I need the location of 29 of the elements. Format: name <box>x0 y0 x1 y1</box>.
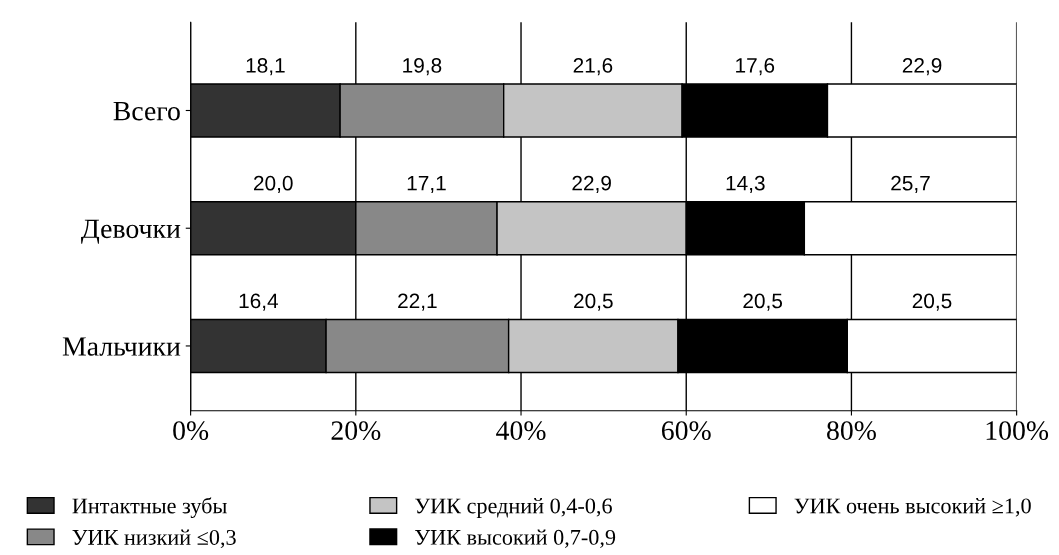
data-label: 22,9 <box>902 58 942 76</box>
data-label: 14,3 <box>726 175 765 194</box>
data-label: 21,6 <box>573 58 613 76</box>
data-label: 17,1 <box>407 176 446 194</box>
data-label: 22,1 <box>398 293 437 311</box>
legend-label: УИК очень высокий ≥1,0 <box>794 497 1031 517</box>
y-tick-label: Мальчики <box>62 337 181 356</box>
data-label: 22,9 <box>572 175 611 194</box>
y-tick-label: Девочки <box>81 219 181 244</box>
legend-label: УИК высокий 0,7-0,9 <box>415 529 616 549</box>
data-label: 20,5 <box>574 293 613 311</box>
data-label: 20,5 <box>743 293 783 311</box>
data-label: 20,0 <box>254 175 293 194</box>
x-tick-label: 20% <box>331 421 381 441</box>
data-label: 18,1 <box>246 58 285 76</box>
data-label: 25,7 <box>891 175 930 194</box>
x-tick-label: 60% <box>661 421 711 441</box>
data-label: 19,8 <box>403 58 442 76</box>
legend-label: УИК средний 0,4-0,6 <box>415 497 612 518</box>
legend-label: УИК низкий ≤0,3 <box>72 529 236 549</box>
data-label: 17,6 <box>736 58 775 76</box>
x-tick-label: 80% <box>827 421 876 441</box>
data-label: 20,5 <box>912 293 952 311</box>
data-label: 16,4 <box>239 293 279 311</box>
legend-label: Интактные зубы <box>72 497 227 518</box>
x-tick-label: 40% <box>496 421 546 441</box>
y-tick-label: Всего <box>113 101 180 121</box>
x-tick-label: 100% <box>986 421 1049 441</box>
x-tick-label: 0% <box>173 421 209 441</box>
